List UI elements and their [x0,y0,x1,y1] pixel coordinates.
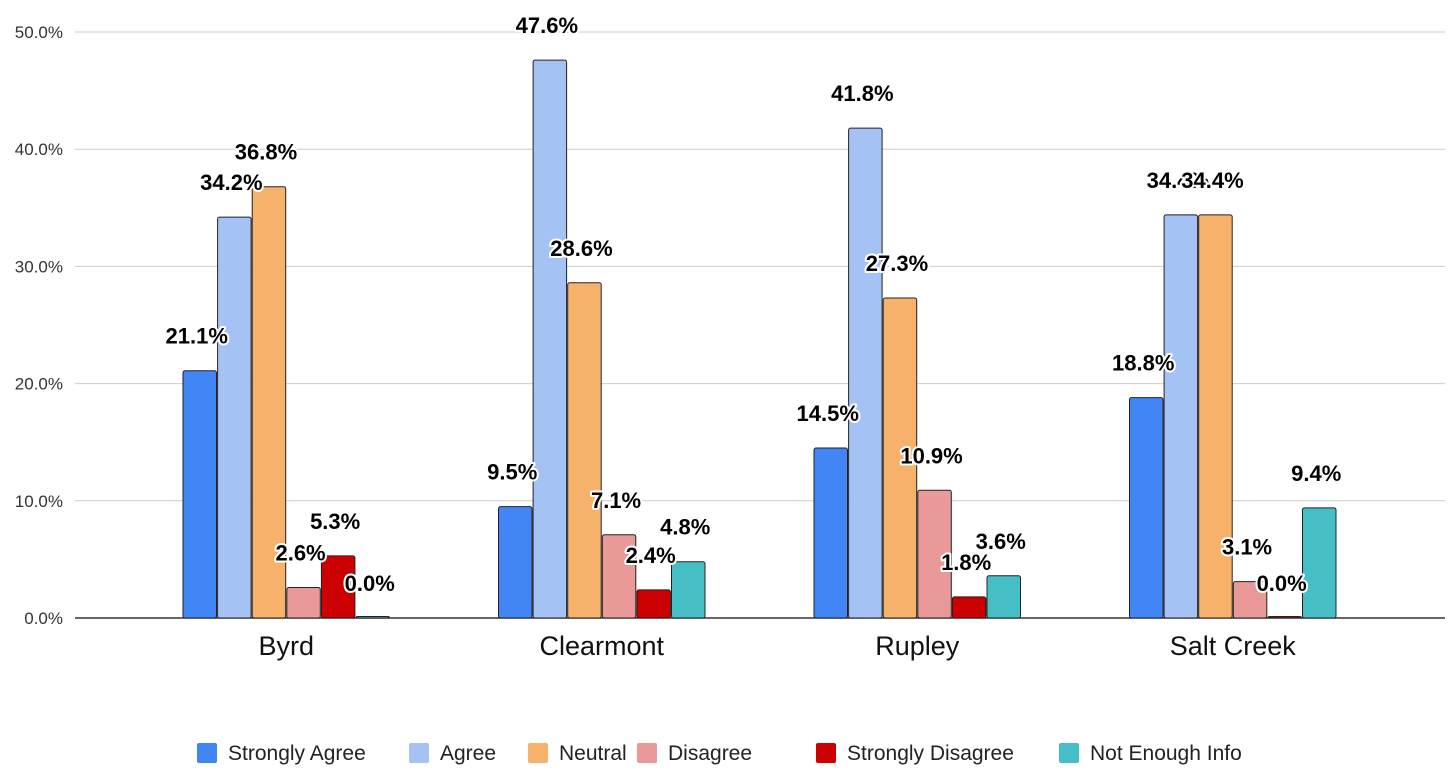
y-axis-ticks: 0.0% 10.0% 20.0% 30.0% 40.0% 50.0% [15,23,63,628]
legend-item: Agree [409,742,496,765]
bars [182,59,1337,619]
legend-swatch [637,743,657,763]
data-label: 34.4% [1147,168,1209,193]
bar [182,370,217,619]
data-label: 0.0% [1257,571,1307,596]
bar [601,534,637,619]
legend-item: Strongly Agree [197,742,366,765]
legend-swatch [816,743,836,763]
bar [813,447,848,619]
bar [636,589,671,619]
legend-label: Neutral [559,742,627,765]
bar [848,127,883,619]
category-label: Salt Creek [1170,631,1297,661]
bar [355,616,390,619]
data-label: 41.8% [831,81,893,106]
data-label: 47.6% [516,13,578,38]
bar [1198,214,1233,619]
legend-label: Strongly Agree [228,742,366,765]
bar [1129,397,1164,619]
data-label: 3.1% [1222,535,1272,560]
bar [532,59,568,619]
y-tick-label: 30.0% [15,257,63,276]
bar [1302,507,1337,619]
bar [251,186,287,619]
bar [882,297,918,619]
data-label: 34.4% [1181,168,1243,193]
data-label: 27.3% [866,251,928,276]
data-label: 4.8% [660,515,710,540]
category-label: Byrd [258,631,314,661]
data-label: 34.2% [200,170,262,195]
bar [1267,616,1302,619]
bar [1163,214,1199,619]
data-label: 21.1% [166,324,228,349]
bar [1232,581,1268,619]
legend-swatch [528,743,548,763]
category-label: Clearmont [539,631,664,661]
legend-label: Agree [440,742,496,765]
bar [917,489,952,619]
data-label: 2.4% [626,543,676,568]
data-label: 7.1% [591,488,641,513]
bar [498,506,533,619]
legend: Strongly Agree Agree Neutral Disagree Strong… [197,742,1242,765]
legend-label: Disagree [668,742,752,765]
y-tick-label: 20.0% [15,375,63,394]
data-label: 10.9% [900,443,962,468]
y-tick-label: 50.0% [15,23,63,42]
data-label: 5.3% [310,509,360,534]
category-labels: Byrd Clearmont Rupley Salt Creek [258,631,1296,661]
y-tick-label: 0.0% [24,609,63,628]
legend-swatch [1059,743,1079,763]
legend-label: Strongly Disagree [847,742,1014,765]
bar [567,282,602,619]
legend-label: Not Enough Info [1090,742,1242,765]
bar [320,555,356,619]
data-label: 9.5% [487,460,537,485]
legend-item: Strongly Disagree [816,742,1014,765]
data-label: 3.6% [976,529,1026,554]
data-label: 14.5% [797,401,859,426]
bar [671,561,706,619]
legend-item: Not Enough Info [1059,742,1242,765]
data-label: 9.4% [1291,461,1341,486]
legend-swatch [197,743,217,763]
data-label: 2.6% [275,541,325,566]
bar [951,596,987,619]
data-label: 28.6% [550,236,612,261]
legend-item: Neutral [528,742,627,765]
bar [217,216,252,619]
data-label: 0.0% [345,571,395,596]
data-label: 18.8% [1112,351,1174,376]
bar [986,575,1021,619]
data-label: 1.8% [941,550,991,575]
bar [286,587,321,619]
category-label: Rupley [875,631,960,661]
data-label: 36.8% [235,140,297,165]
y-tick-label: 40.0% [15,140,63,159]
y-tick-label: 10.0% [15,492,63,511]
legend-swatch [409,743,429,763]
data-labels: 21.1% 34.2% 36.8% 2.6% 5.3% 0.0% 9.5% 47.6% 28.6… [164,11,1344,598]
legend-item: Disagree [637,742,752,765]
